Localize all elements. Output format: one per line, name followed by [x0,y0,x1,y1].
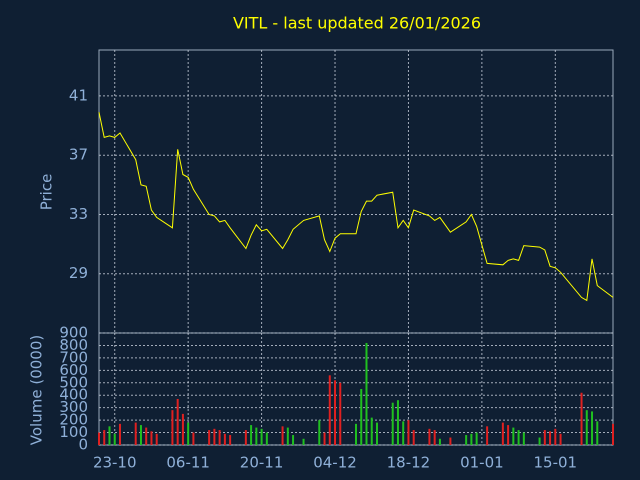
volume-bar [134,422,137,445]
volume-bar [449,437,452,445]
volume-bar [223,433,226,445]
volume-bar [370,417,373,445]
volume-bar [580,392,583,445]
x-tick-label: 23-10 [93,454,137,472]
y-tick-label: 37 [69,146,88,164]
volume-bar [433,430,436,445]
volume-bar [103,430,106,445]
y-tick-label: 900 [59,324,88,342]
x-tick-label: 20-11 [240,454,284,472]
volume-bar [396,400,399,445]
volume-bar [543,430,546,445]
volume-bar [501,422,504,445]
y-tick-label: 41 [69,86,88,104]
volume-bar [113,433,116,445]
x-tick-label: 06-11 [166,454,210,472]
chart-title: VITL - last updated 26/01/2026 [233,14,481,33]
volume-bar [412,430,415,445]
volume-bar [302,438,305,445]
y-tick-label: 600 [59,361,88,379]
volume-bar [176,398,179,445]
y-tick-label: 500 [59,373,88,391]
volume-bar [375,422,378,445]
y-tick-label: 200 [59,411,88,429]
volume-bar [559,433,562,445]
volume-bar [407,420,410,445]
volume-bar [507,425,510,445]
volume-bar [318,420,321,445]
volume-bar [213,428,216,445]
volume-bar [554,428,557,445]
y-tick-label: 300 [59,398,88,416]
volume-bar [244,430,247,445]
y-axis-label: Price [38,174,56,211]
volume-bar [328,375,331,445]
volume-bar [118,423,121,445]
volume-bar [517,430,520,445]
x-tick-label: 18-12 [387,454,431,472]
y-tick-label: 0 [78,436,88,454]
volume-bar [150,431,153,445]
volume-bar [145,427,148,445]
volume-bar [612,423,614,445]
volume-bar [585,410,588,445]
volume-bar [260,428,263,445]
volume-bar [339,382,342,445]
volume-bar [181,413,184,445]
price-line [98,112,614,302]
volume-bar [402,421,405,445]
volume-bar [391,402,394,445]
volume-bar [171,410,174,445]
volume-bar [438,438,441,445]
volume-bar [549,431,552,445]
volume-bar [591,411,594,445]
y-tick-label: 33 [69,205,88,223]
volume-bar [139,425,142,445]
volume-bar [365,342,368,445]
volume-bar [265,432,268,445]
volume-bar [475,432,478,445]
volume-bar [192,432,195,445]
y-tick-label: 29 [69,264,88,282]
y-tick-label: 100 [59,423,88,441]
volume-bar [522,432,525,445]
volume-bar [428,428,431,445]
volume-bar [465,435,468,445]
y-tick-label: 700 [59,348,88,366]
volume-bar [255,427,258,445]
volume-bar [286,427,289,445]
volume-bar [355,423,357,445]
y-tick-label: 800 [59,336,88,354]
volume-bar [323,432,326,445]
volume-bar [108,426,111,445]
volume-bar [218,430,221,445]
volume-bar [155,433,158,445]
volume-bar [250,425,253,445]
volume-bar [512,427,515,445]
x-tick-label: 01-01 [460,454,504,472]
x-tick-label: 04-12 [313,454,357,472]
volume-bar [281,426,284,445]
volume-bar [98,432,100,445]
volume-bar [538,437,541,445]
volume-bar [208,430,211,445]
volume-bar [470,433,473,445]
volume-bar [596,421,599,445]
volume-bar [292,435,295,445]
volume-bar [486,426,489,445]
volume-bar [229,435,232,445]
volume-bar [187,422,190,445]
volume-bar [360,389,363,445]
y-axis-label: Volume (0000) [28,335,46,445]
volume-bar [334,380,337,445]
x-tick-label: 15-01 [534,454,578,472]
y-tick-label: 400 [59,386,88,404]
